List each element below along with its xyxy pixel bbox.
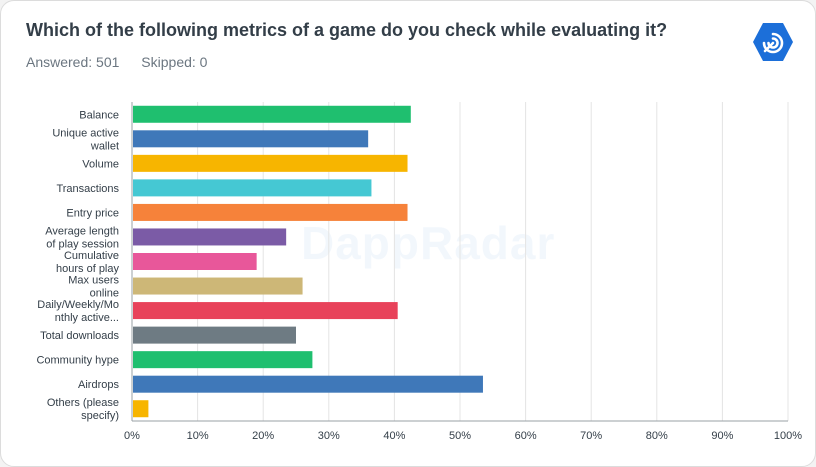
x-tick-label: 90% bbox=[711, 430, 733, 442]
dappradar-logo-icon bbox=[753, 23, 793, 61]
bar bbox=[133, 203, 408, 221]
bar bbox=[133, 228, 287, 246]
bar bbox=[133, 326, 296, 344]
response-stats: Answered: 501 Skipped: 0 bbox=[26, 54, 225, 70]
category-label: Transactions bbox=[56, 183, 119, 195]
bar bbox=[133, 375, 483, 393]
question-title: Which of the following metrics of a game… bbox=[26, 20, 668, 40]
category-label: Community hype bbox=[36, 355, 119, 367]
category-label: Entry price bbox=[66, 207, 119, 219]
x-tick-label: 70% bbox=[580, 430, 602, 442]
category-label: Average length of play session bbox=[45, 225, 119, 250]
skipped-count: Skipped: 0 bbox=[141, 54, 208, 70]
watermark: DappRadar bbox=[301, 217, 556, 269]
bar bbox=[133, 351, 313, 369]
bar bbox=[133, 302, 398, 320]
bar bbox=[133, 253, 257, 270]
bar bbox=[133, 130, 369, 148]
x-tick-label: 0% bbox=[124, 430, 140, 442]
category-label: Unique active wallet bbox=[52, 127, 119, 152]
bar bbox=[133, 179, 372, 197]
x-tick-label: 80% bbox=[646, 430, 668, 442]
x-tick-label: 50% bbox=[449, 430, 471, 442]
category-label: Airdrops bbox=[78, 379, 119, 391]
x-tick-label: 30% bbox=[318, 430, 340, 442]
x-tick-label: 20% bbox=[252, 430, 274, 442]
category-label: Total downloads bbox=[40, 330, 119, 342]
x-tick-label: 60% bbox=[515, 430, 537, 442]
category-label: Volume bbox=[82, 158, 119, 170]
bar bbox=[133, 277, 303, 295]
bar bbox=[133, 105, 411, 123]
category-label: Daily/Weekly/Mo nthly active... bbox=[37, 299, 119, 324]
bar bbox=[133, 400, 149, 418]
category-label: Cumulative hours of play bbox=[56, 250, 119, 275]
x-tick-label: 40% bbox=[383, 430, 405, 442]
category-label: Max users online bbox=[68, 275, 119, 300]
answered-count: Answered: 501 bbox=[26, 54, 120, 70]
x-tick-label: 10% bbox=[187, 430, 209, 442]
category-label: Others (please specify) bbox=[47, 397, 119, 422]
x-tick-label: 100% bbox=[774, 430, 802, 442]
bar bbox=[133, 154, 408, 172]
category-label: Balance bbox=[79, 109, 119, 121]
